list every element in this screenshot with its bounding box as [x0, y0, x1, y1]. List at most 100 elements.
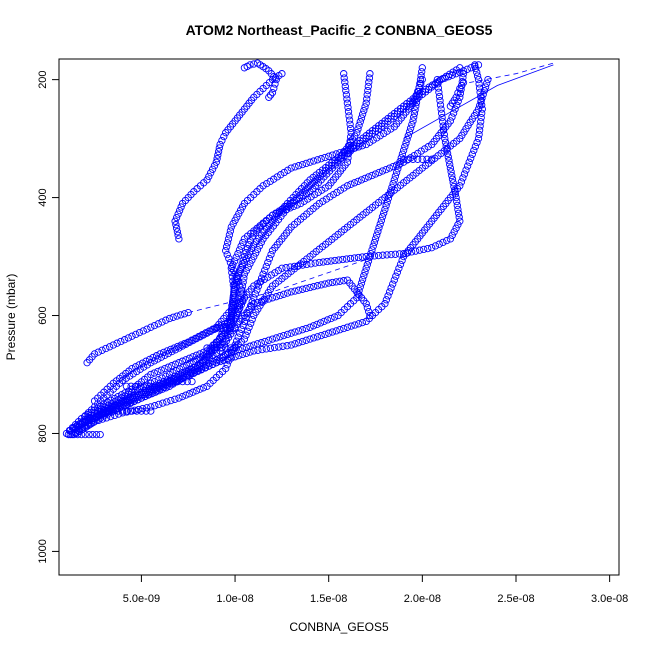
data-point — [409, 117, 417, 125]
data-point — [239, 256, 247, 264]
data-point — [175, 359, 183, 367]
data-point — [311, 259, 319, 267]
data-point — [177, 203, 185, 211]
data-point — [306, 335, 314, 343]
data-point — [343, 182, 352, 190]
data-point — [185, 354, 194, 362]
data-point — [298, 160, 307, 169]
data-point — [184, 308, 192, 317]
data-point — [313, 282, 322, 290]
data-point — [335, 256, 343, 264]
data-point — [358, 110, 367, 118]
data-point — [342, 91, 351, 99]
data-point — [149, 353, 157, 362]
data-point — [165, 314, 174, 323]
data-point — [399, 155, 408, 163]
data-point — [446, 160, 454, 169]
data-point — [137, 392, 145, 400]
data-point — [283, 342, 291, 350]
data-point — [158, 374, 166, 382]
data-point — [375, 168, 383, 177]
data-point — [351, 321, 359, 329]
data-point — [418, 68, 426, 76]
data-point — [92, 430, 101, 439]
data-point — [243, 327, 252, 335]
data-point — [355, 286, 363, 295]
data-point — [238, 350, 247, 359]
data-point — [381, 205, 389, 214]
data-point — [306, 323, 314, 331]
data-point — [238, 260, 246, 268]
data-point — [129, 395, 138, 403]
data-point — [345, 145, 353, 154]
data-point — [236, 267, 244, 275]
data-point — [192, 387, 201, 395]
data-point — [313, 333, 322, 341]
connector-line — [188, 259, 367, 313]
data-point — [381, 300, 389, 308]
data-point — [215, 144, 223, 152]
data-point — [471, 142, 480, 151]
data-point — [188, 336, 196, 344]
data-point — [321, 280, 329, 288]
data-point — [255, 242, 264, 250]
data-point — [150, 377, 159, 386]
data-point — [306, 283, 314, 292]
data-point — [143, 325, 151, 333]
data-point — [473, 72, 482, 80]
data-point — [368, 171, 376, 180]
data-point — [262, 262, 270, 271]
data-point — [89, 430, 97, 439]
data-point — [172, 224, 181, 232]
data-point — [453, 201, 461, 210]
data-point — [412, 91, 420, 100]
data-point — [454, 205, 462, 214]
data-point — [358, 275, 367, 284]
data-point — [205, 362, 213, 370]
data-point — [321, 330, 329, 339]
data-point — [310, 157, 318, 165]
data-point — [114, 392, 122, 401]
data-point — [228, 262, 236, 271]
data-point — [355, 320, 363, 328]
data-point — [435, 240, 443, 248]
data-point — [252, 249, 260, 257]
data-point — [226, 227, 235, 235]
data-point — [152, 352, 161, 360]
data-point — [226, 353, 235, 361]
data-point — [354, 253, 363, 262]
data-point — [216, 354, 224, 362]
data-point — [163, 398, 171, 406]
data-point — [257, 339, 265, 347]
data-point — [267, 250, 275, 259]
data-point — [395, 264, 403, 272]
data-point — [195, 332, 203, 341]
y-tick-label: 600 — [37, 306, 49, 324]
data-point — [191, 334, 199, 343]
data-point — [457, 178, 466, 186]
x-tick-label: 1.0e-08 — [216, 593, 253, 605]
data-point — [167, 396, 175, 405]
data-point — [342, 86, 350, 95]
data-point — [478, 105, 486, 113]
data-point — [278, 264, 286, 272]
x-tick-label: 2.0e-08 — [404, 593, 441, 605]
data-point — [268, 294, 277, 302]
data-point — [268, 335, 277, 343]
data-point — [163, 347, 171, 355]
data-point — [382, 202, 390, 210]
data-point — [167, 345, 175, 354]
data-point — [389, 162, 397, 171]
data-point — [309, 322, 318, 330]
data-point — [208, 357, 217, 366]
data-point — [258, 345, 266, 354]
data-point — [366, 252, 374, 260]
data-point — [240, 294, 249, 302]
data-point — [459, 174, 467, 182]
data-point — [418, 75, 426, 84]
data-point — [356, 118, 364, 126]
data-point — [103, 398, 112, 406]
data-point — [275, 343, 283, 351]
data-point — [279, 342, 287, 350]
data-point — [467, 154, 475, 162]
